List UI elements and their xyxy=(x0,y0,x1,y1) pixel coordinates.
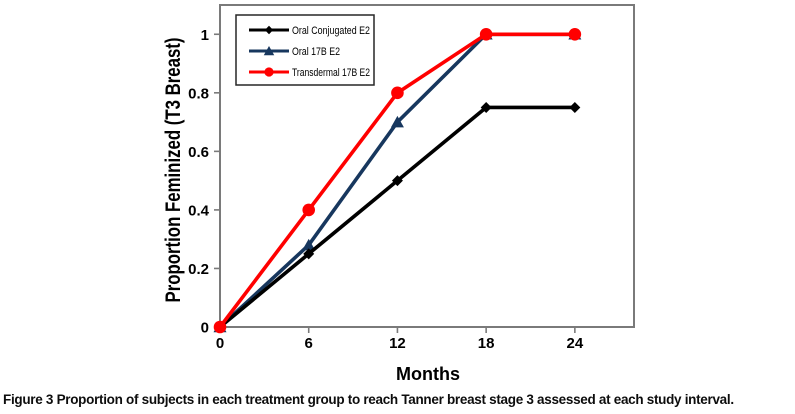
y-tick-label: 1 xyxy=(201,27,209,44)
legend-triangle-icon xyxy=(263,46,275,56)
x-tick-label: 24 xyxy=(567,335,584,352)
figure-caption-text: Proportion of subjects in each treatment… xyxy=(56,392,735,407)
data-point-marker-transdermal-17b-e2 xyxy=(391,86,404,100)
y-tick-label: 0 xyxy=(201,320,209,337)
data-point-marker-oral-conjugated-e2 xyxy=(480,101,492,113)
legend-diamond-icon xyxy=(264,25,274,35)
x-tick-label: 18 xyxy=(478,335,495,352)
legend-item-transdermal-17b-e2: Transdermal 17B E2 xyxy=(249,67,370,79)
data-point-marker-transdermal-17b-e2 xyxy=(568,27,582,41)
series-line-oral-conjugated-e2 xyxy=(218,105,575,329)
y-tick-label: 0.2 xyxy=(188,261,209,278)
data-point-marker-oral-conjugated-e2 xyxy=(303,248,315,260)
legend-item-oral-17b-e2: Oral 17B E2 xyxy=(249,46,340,58)
y-axis-title: Proportion Feminized (T3 Breast) xyxy=(162,38,185,303)
x-tick-label: 6 xyxy=(305,335,313,352)
plot-border xyxy=(219,4,635,328)
figure-caption: Figure 3 Proportion of subjects in each … xyxy=(3,391,791,409)
legend-label: Oral 17B E2 xyxy=(292,46,340,58)
data-point-marker-transdermal-17b-e2 xyxy=(302,203,316,217)
data-point-marker-oral-17b-e2 xyxy=(302,238,316,251)
x-axis-title: Months xyxy=(396,364,460,384)
legend-label: Oral Conjugated E2 xyxy=(292,25,370,37)
line-chart: 0 0.2 0.4 0.6 0.8 1 0 6 12 18 24 Oral Conjugated E2… xyxy=(162,4,635,384)
data-point-marker-oral-conjugated-e2 xyxy=(391,175,403,187)
legend-circle-icon xyxy=(264,67,274,77)
x-tick-label: 0 xyxy=(216,335,224,352)
y-tick-label: 0.6 xyxy=(188,144,209,161)
y-tick-label: 0.4 xyxy=(188,202,210,219)
y-tick-label: 0.8 xyxy=(188,85,209,102)
data-point-marker-transdermal-17b-e2 xyxy=(213,320,227,334)
figure-caption-label: Figure 3 xyxy=(3,392,54,407)
data-point-marker-transdermal-17b-e2 xyxy=(479,27,493,41)
legend: Oral Conjugated E2 Oral 17B E2 Transdermal… xyxy=(235,14,375,86)
data-point-marker-oral-conjugated-e2 xyxy=(569,101,581,113)
legend-item-oral-conjugated-e2: Oral Conjugated E2 xyxy=(249,25,370,37)
data-point-marker-oral-17b-e2 xyxy=(390,115,404,128)
x-tick-label: 12 xyxy=(389,335,406,352)
legend-label: Transdermal 17B E2 xyxy=(292,67,370,79)
